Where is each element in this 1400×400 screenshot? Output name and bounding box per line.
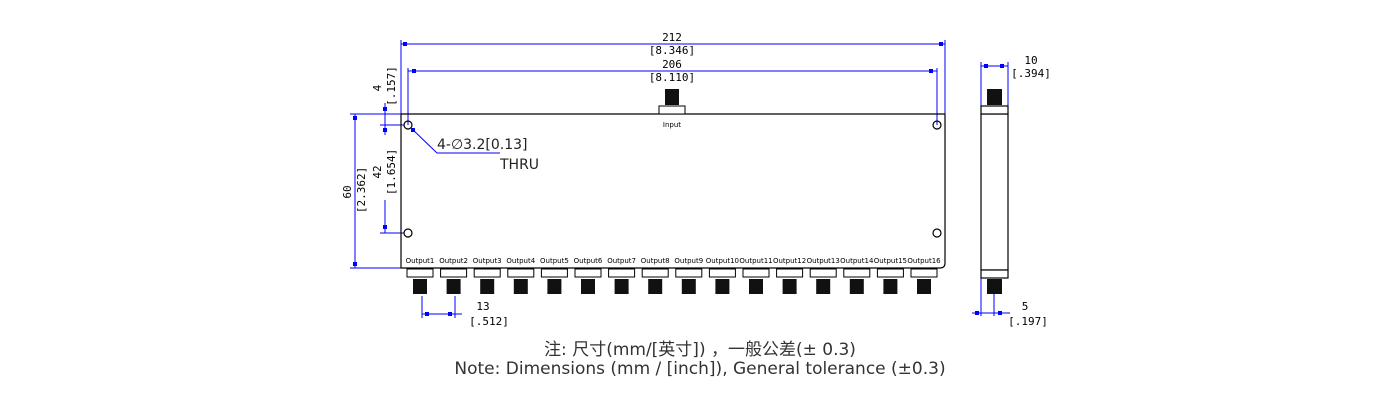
dim-42-inch: [1.654] bbox=[385, 149, 398, 195]
side-output-connector bbox=[987, 279, 1002, 294]
connector-flange bbox=[574, 268, 602, 278]
mounting-hole bbox=[403, 120, 413, 130]
output-connector: Output3 bbox=[473, 257, 502, 294]
connector-flange bbox=[641, 268, 669, 278]
output-label: Output7 bbox=[607, 257, 636, 265]
sma-connector bbox=[816, 279, 831, 294]
dim-5: 5 bbox=[1022, 300, 1029, 313]
mounting-hole bbox=[932, 228, 942, 238]
connector-flange bbox=[809, 268, 837, 278]
splitter-body-side-view bbox=[980, 105, 1009, 279]
connector-flange bbox=[675, 268, 703, 278]
output-label: Output3 bbox=[473, 257, 502, 265]
sma-connector bbox=[681, 279, 696, 294]
sma-connector bbox=[480, 279, 495, 294]
connector-flange bbox=[440, 268, 468, 278]
dim-206-inch: [8.110] bbox=[649, 71, 695, 84]
sma-connector bbox=[715, 279, 730, 294]
connector-flange bbox=[406, 268, 434, 278]
connector-flange bbox=[742, 268, 770, 278]
dimension-arrows bbox=[353, 42, 1004, 316]
note-chinese: 注: 尺寸(mm/[英寸]) ，一般公差(± 0.3) bbox=[544, 340, 856, 360]
sma-connector bbox=[883, 279, 898, 294]
sma-connector bbox=[917, 279, 931, 294]
output-label: Output6 bbox=[574, 257, 603, 265]
output-connectors: Output1 Output2 Output3 Output4 Output5 Outpu… bbox=[406, 257, 941, 294]
output-connector: Output12 bbox=[773, 257, 806, 294]
output-label: Output9 bbox=[674, 257, 703, 265]
output-connector: Output14 bbox=[840, 257, 874, 294]
sma-connector bbox=[413, 279, 427, 294]
dim-10-inch: [.394] bbox=[1011, 67, 1051, 80]
connector-flange bbox=[910, 268, 938, 278]
sma-connector bbox=[648, 279, 663, 294]
output-connector: Output9 bbox=[674, 257, 703, 294]
output-connector: Output7 bbox=[607, 257, 636, 294]
input-connector bbox=[658, 89, 686, 115]
output-label: Output16 bbox=[907, 257, 941, 265]
output-connector: Output4 bbox=[506, 257, 536, 294]
dim-4: 4 bbox=[371, 84, 384, 91]
output-label: Output2 bbox=[439, 257, 468, 265]
output-label: Output14 bbox=[840, 257, 874, 265]
connector-flange bbox=[776, 268, 804, 278]
dim-42: 42 bbox=[371, 165, 384, 178]
dim-60: 60 bbox=[341, 185, 354, 198]
connector-flange bbox=[540, 268, 568, 278]
connector-flange bbox=[507, 268, 535, 278]
dim-206: 206 bbox=[662, 58, 682, 71]
side-input-connector bbox=[987, 89, 1002, 105]
output-connector: Output15 bbox=[874, 257, 907, 294]
sma-connector bbox=[513, 279, 528, 294]
sma-connector bbox=[547, 279, 562, 294]
output-label: Output13 bbox=[807, 257, 840, 265]
dim-13: 13 bbox=[476, 300, 489, 313]
output-connector: Output8 bbox=[641, 257, 670, 294]
dim-10: 10 bbox=[1024, 54, 1037, 67]
dim-212: 212 bbox=[662, 31, 682, 44]
sma-connector bbox=[749, 279, 763, 294]
output-connector: Output6 bbox=[574, 257, 603, 294]
sma-connector bbox=[614, 279, 629, 294]
dim-5-inch: [.197] bbox=[1008, 315, 1048, 328]
dim-4-inch: [.157] bbox=[385, 66, 398, 106]
output-connector: Output5 bbox=[540, 257, 569, 294]
hole-callout-thru: THRU bbox=[499, 157, 539, 173]
output-connector: Output1 bbox=[406, 257, 435, 294]
sma-connector bbox=[782, 279, 797, 294]
connector-flange bbox=[876, 268, 904, 278]
output-label: Output10 bbox=[706, 257, 739, 265]
output-connector: Output11 bbox=[739, 257, 773, 294]
output-connector: Output2 bbox=[439, 257, 468, 294]
output-connector: Output10 bbox=[706, 257, 739, 294]
dim-212-inch: [8.346] bbox=[649, 44, 695, 57]
output-label: Output12 bbox=[773, 257, 806, 265]
dim-60-inch: [2.362] bbox=[355, 167, 368, 213]
connector-flange bbox=[473, 268, 501, 278]
input-label: Input bbox=[663, 121, 681, 129]
output-connector: Output16 bbox=[907, 257, 941, 294]
output-label: Output8 bbox=[641, 257, 670, 265]
connector-flange bbox=[708, 268, 736, 278]
output-connector: Output13 bbox=[807, 257, 840, 294]
output-label: Output15 bbox=[874, 257, 907, 265]
mounting-hole bbox=[932, 120, 942, 130]
connector-flange bbox=[843, 268, 871, 278]
output-label: Output5 bbox=[540, 257, 569, 265]
output-label: Output1 bbox=[406, 257, 435, 265]
sma-connector bbox=[581, 279, 595, 294]
hole-callout: 4-∅3.2[0.13] bbox=[437, 137, 528, 153]
output-label: Output4 bbox=[506, 257, 535, 265]
connector-flange bbox=[608, 268, 636, 278]
sma-connector bbox=[446, 279, 461, 294]
mounting-hole bbox=[403, 228, 413, 238]
dim-13-inch: [.512] bbox=[469, 315, 509, 328]
sma-connector bbox=[849, 279, 864, 294]
output-label: Output11 bbox=[739, 257, 772, 265]
note-english: Note: Dimensions (mm / [inch]), General … bbox=[454, 359, 946, 379]
